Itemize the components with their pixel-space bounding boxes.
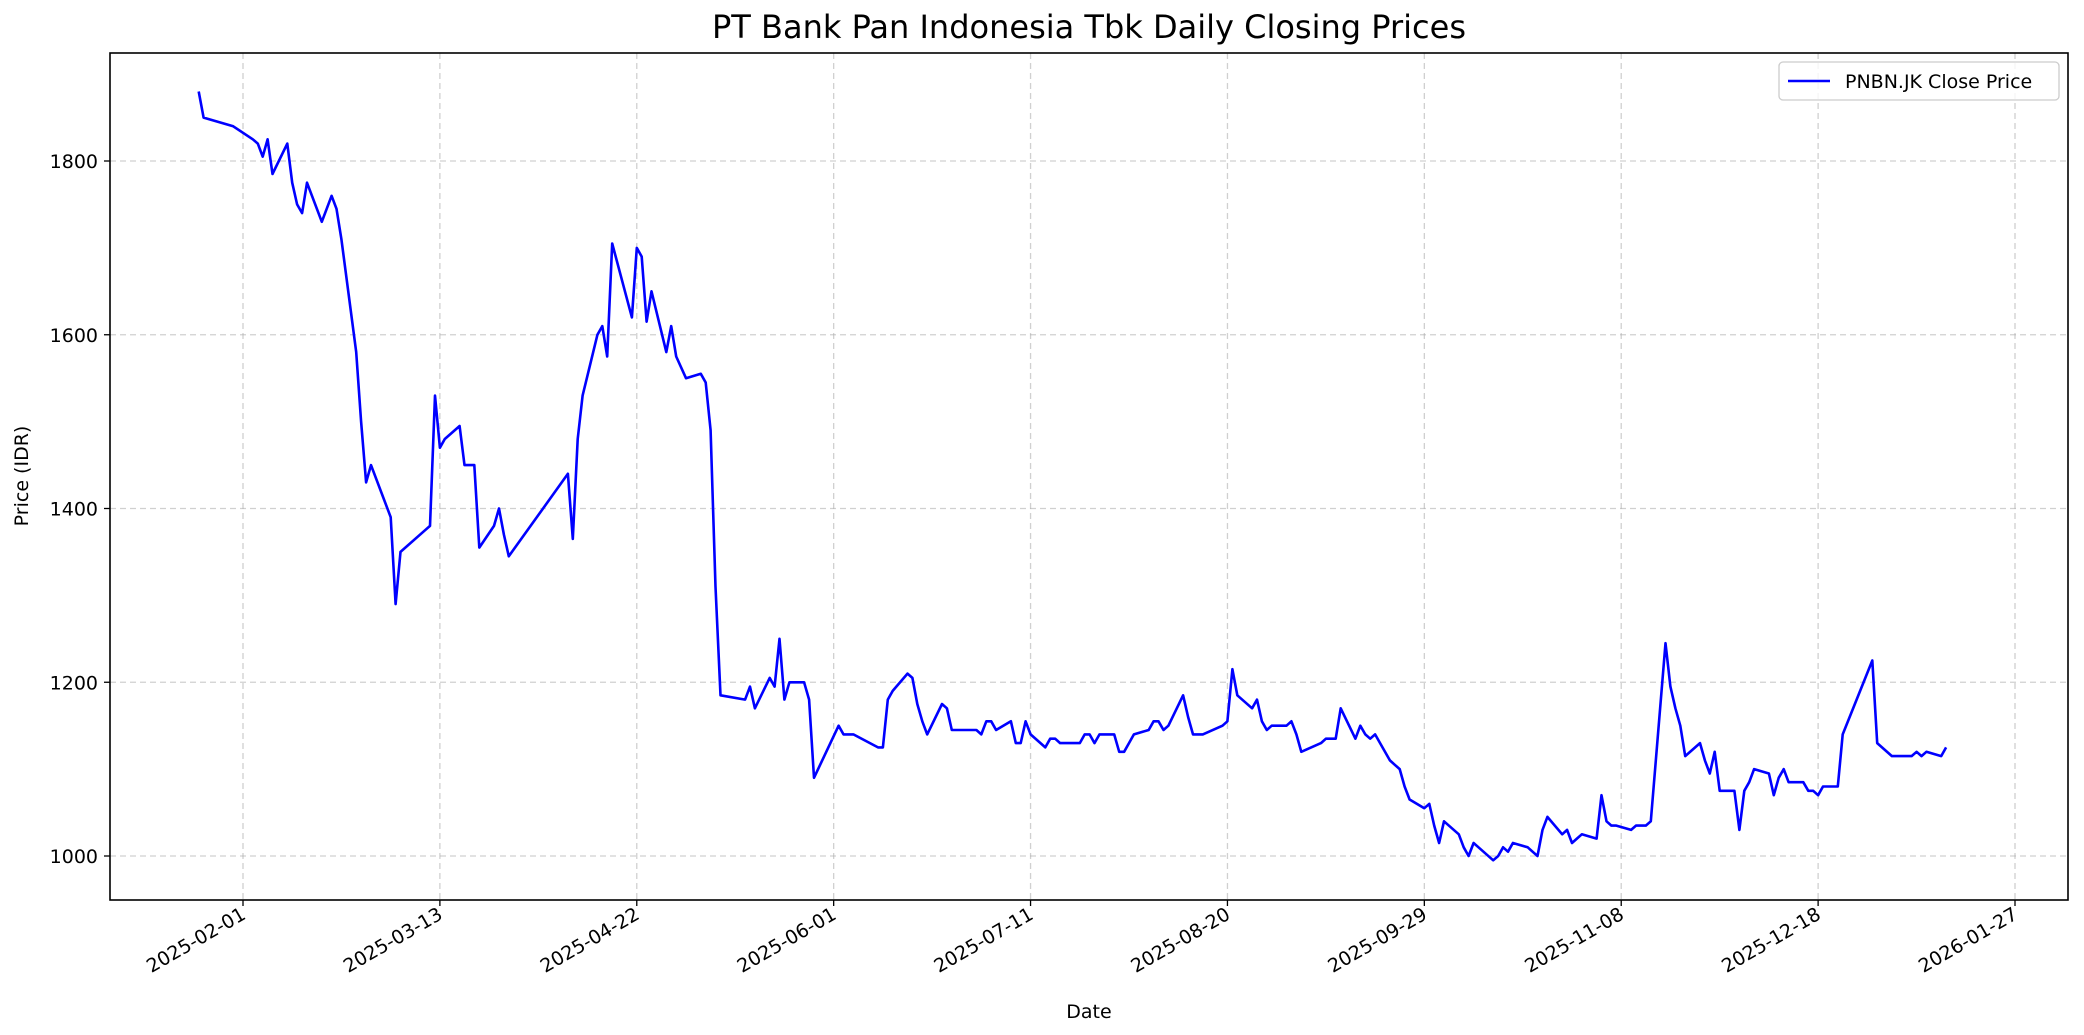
legend: PNBN.JK Close Price: [1778, 61, 2060, 101]
chart-title: PT Bank Pan Indonesia Tbk Daily Closing …: [712, 8, 1466, 46]
y-tick-label: 1600: [50, 325, 98, 347]
y-axis: 1000 1200 1400 1600 1800: [50, 151, 110, 868]
legend-box: [1778, 61, 2060, 101]
y-axis-label: Price (IDR): [11, 426, 33, 527]
plot-area: [109, 52, 2069, 901]
grid-lines: [110, 53, 2068, 900]
series-line: [197, 91, 1948, 862]
y-tick-label: 1200: [50, 672, 98, 694]
price-line: [197, 91, 1948, 862]
y-tick-label: 1000: [50, 846, 98, 868]
y-tick-label: 1400: [50, 499, 98, 521]
legend-label: PNBN.JK Close Price: [1845, 71, 2032, 93]
y-tick-label: 1800: [50, 151, 98, 173]
x-axis-label: Date: [1066, 1001, 1111, 1023]
